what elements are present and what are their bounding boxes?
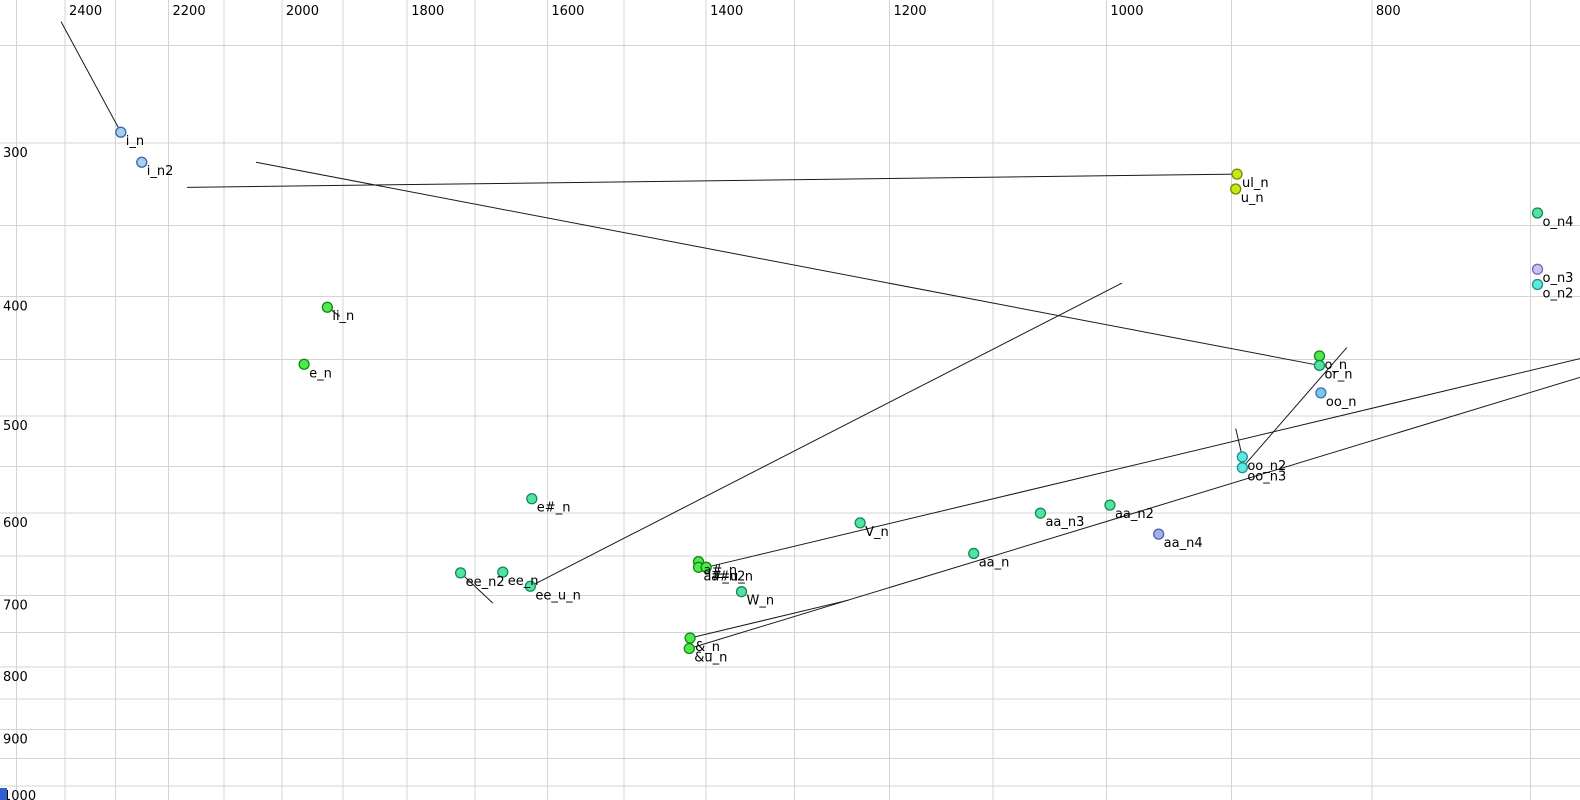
x-tick-label-1200: 1200 xyxy=(894,4,927,19)
point-label-W_n: W_n xyxy=(747,594,775,609)
data-point-o_n[interactable] xyxy=(1313,350,1326,362)
point-label-e_n: e_n xyxy=(309,366,332,381)
data-point-oo_n[interactable] xyxy=(1315,387,1327,399)
y-tick-label-700: 700 xyxy=(3,599,28,614)
point-label-aa_n3: aa_n3 xyxy=(1045,515,1084,530)
data-point-V_n[interactable] xyxy=(854,517,866,529)
point-label-aa_n2: aa_n2 xyxy=(1115,507,1154,522)
data-point-u_n[interactable] xyxy=(1230,183,1242,195)
data-point-oo_n2[interactable] xyxy=(1236,451,1248,463)
data-point-o_n2[interactable] xyxy=(1531,278,1544,291)
point-label-V_n: V_n xyxy=(865,525,889,540)
data-points-layer xyxy=(115,126,1544,655)
point-label-o_n4: o_n4 xyxy=(1542,215,1573,230)
data-point-e#_n[interactable] xyxy=(526,493,538,505)
y-tick-label-800: 800 xyxy=(3,670,28,685)
trajectory-oo_n3-up-right xyxy=(1241,347,1348,469)
point-label-or_n: or_n xyxy=(1324,367,1352,382)
point-label-&u_n: &u_n xyxy=(694,650,727,665)
trajectory-&_n-short xyxy=(690,599,849,639)
x-tick-label-1600: 1600 xyxy=(551,4,584,19)
trajectory-into-i_n xyxy=(60,21,122,133)
data-point-o_n4[interactable] xyxy=(1531,207,1544,219)
point-label-ee_n2: ee_n2 xyxy=(466,575,505,590)
point-label-o_n3: o_n3 xyxy=(1542,271,1573,286)
point-label-aa_n: aa_n xyxy=(979,555,1010,570)
data-point-i_n[interactable] xyxy=(115,126,127,138)
data-point-oo_n3[interactable] xyxy=(1236,462,1248,474)
data-point-ee_n2[interactable] xyxy=(454,567,467,579)
point-labels-layer: i_ni_n2 ul_nu_n o_n4 o_n3o_n2 ii_n e_n o_nor_n… xyxy=(126,134,1574,665)
y-tick-label-500: 500 xyxy=(3,419,28,434)
data-point-W_n[interactable] xyxy=(735,586,748,598)
point-label-oo_n2: oo_n2 xyxy=(1247,459,1286,474)
point-label-oo_n: oo_n xyxy=(1326,395,1357,410)
data-point-&_n[interactable] xyxy=(684,632,696,644)
trajectory-ee_n2-short xyxy=(460,572,494,604)
trajectory-to-ul_n xyxy=(187,173,1238,188)
data-point-ee_u_n[interactable] xyxy=(524,580,536,592)
data-point-i_n2[interactable] xyxy=(136,156,148,168)
x-tick-label-1800: 1800 xyxy=(411,4,444,19)
point-label-a#_n2: a#_n2 xyxy=(704,569,746,584)
point-label-&_n: &_n xyxy=(695,640,720,655)
x-tick-label-800: 800 xyxy=(1376,4,1401,19)
point-label-ul_n: ul_n xyxy=(1242,176,1269,191)
x-tick-label-1400: 1400 xyxy=(710,4,743,19)
trajectory-lines-layer xyxy=(60,21,1580,649)
data-point-or_n[interactable] xyxy=(1313,359,1326,372)
corner-mark xyxy=(0,788,7,800)
point-label-oo_n3: oo_n3 xyxy=(1247,470,1286,485)
trajectory-&u_n-to-edge xyxy=(689,376,1580,649)
point-label-ee_n: ee_n xyxy=(508,574,539,589)
data-point-aa_n4[interactable] xyxy=(1153,528,1165,540)
point-label-i_n: i_n xyxy=(126,134,144,149)
data-point-o_n3[interactable] xyxy=(1531,263,1544,275)
data-point-aa_n2[interactable] xyxy=(1104,499,1116,511)
y-tick-label-300: 300 xyxy=(3,146,28,161)
data-point-ul_n[interactable] xyxy=(1231,168,1243,180)
y-tick-label-400: 400 xyxy=(3,300,28,315)
y-tick-label-1000: 1000 xyxy=(3,789,36,800)
data-point-aa_n[interactable] xyxy=(968,547,980,560)
point-label-a#u_n: a#u_n xyxy=(711,569,753,584)
x-tick-label-2000: 2000 xyxy=(286,4,319,19)
point-label-o_n: o_n xyxy=(1324,358,1347,373)
data-point-ee_n[interactable] xyxy=(497,566,509,578)
point-label-ii_n: ii_n xyxy=(332,309,354,324)
data-point-aa_n3[interactable] xyxy=(1034,507,1047,519)
point-label-a#_n: a#_n xyxy=(704,564,738,579)
y-tick-label-900: 900 xyxy=(3,733,28,748)
point-label-ee_u_n: ee_u_n xyxy=(535,588,580,603)
data-point-a#u_n[interactable] xyxy=(700,561,712,573)
point-label-e#_n: e#_n xyxy=(537,501,571,516)
point-label-aa_n4: aa_n4 xyxy=(1164,536,1203,551)
trajectory-to-or_n xyxy=(255,161,1320,366)
point-label-o_n2: o_n2 xyxy=(1542,286,1573,301)
data-point-ii_n[interactable] xyxy=(321,301,333,313)
x-tick-label-2200: 2200 xyxy=(173,4,206,19)
x-tick-label-1000: 1000 xyxy=(1110,4,1143,19)
point-label-i_n2: i_n2 xyxy=(147,164,174,179)
y-tick-label-600: 600 xyxy=(3,516,28,531)
trajectory-ee_u_n-up-right xyxy=(530,282,1123,587)
axis-tick-labels-layer: 2400 2200 2000 1800 1600 1400 1200 1000 800 300 40… xyxy=(3,4,1401,800)
data-point-e_n[interactable] xyxy=(298,358,310,370)
trajectory-a#u_n-to-edge xyxy=(706,358,1580,568)
x-tick-label-2400: 2400 xyxy=(69,4,102,19)
data-point-&u_n[interactable] xyxy=(683,642,695,655)
point-label-u_n: u_n xyxy=(1241,191,1264,206)
